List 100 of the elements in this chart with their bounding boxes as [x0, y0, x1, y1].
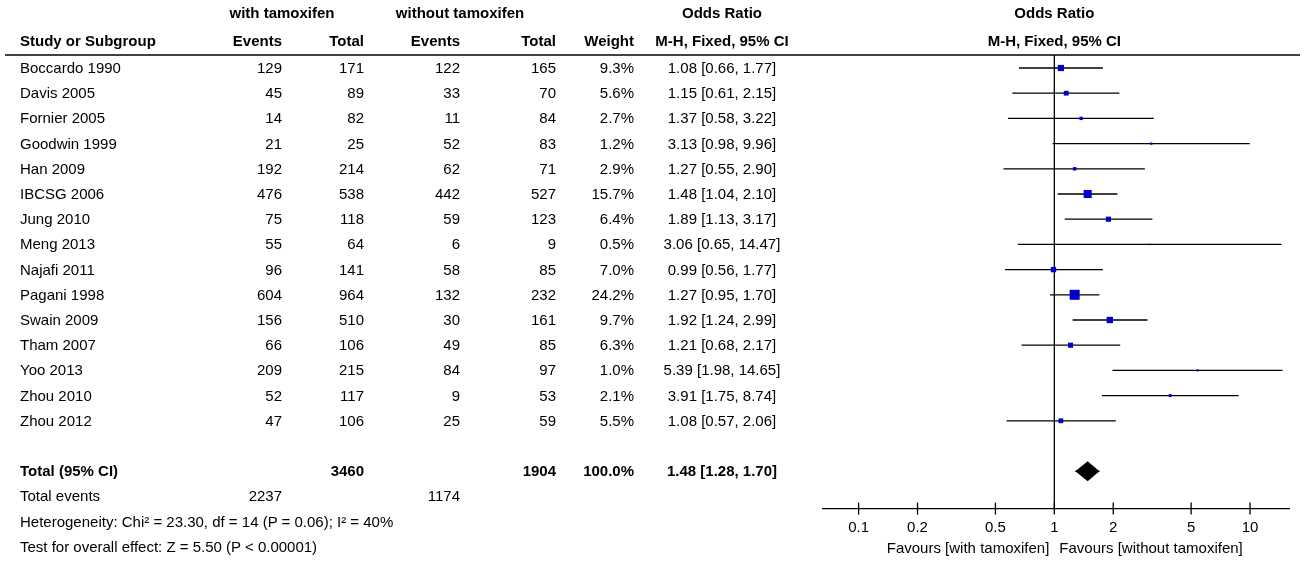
data-label: 1.0% — [599, 361, 634, 379]
data-label: 1.89 [1.13, 3.17] — [667, 210, 777, 228]
data-label: 161 — [530, 311, 556, 328]
data-label: 2237 — [248, 487, 282, 505]
data-label: 45 — [265, 84, 282, 102]
data-label: 129 — [256, 59, 282, 76]
data-label: 476 — [256, 185, 282, 202]
category-label: Yoo 2013 — [20, 361, 83, 379]
data-label: 1904 — [522, 462, 557, 480]
data-label: 84 — [539, 109, 556, 127]
text: Events — [410, 32, 460, 49]
category-label: Total (95% CI) — [20, 462, 119, 480]
data-label: 6.4% — [599, 210, 634, 228]
data-label: 55 — [265, 235, 282, 253]
data-label: 59 — [443, 210, 460, 228]
data-label: 1.92 [1.24, 2.99] — [667, 311, 777, 328]
text: Study or Subgroup — [20, 32, 156, 49]
x-tick-label: 1 — [1050, 517, 1059, 535]
data-label: 1.27 [0.95, 1.70] — [667, 285, 777, 303]
data-label: 604 — [256, 285, 282, 303]
data-label: 66 — [265, 336, 282, 354]
data-label: 3.13 [0.98, 9.96] — [667, 134, 777, 152]
data-label: 33 — [443, 84, 460, 102]
data-label: 75 — [265, 210, 282, 228]
data-label: 2.1% — [599, 386, 634, 404]
data-label: 85 — [539, 336, 556, 354]
data-label: 52 — [443, 134, 460, 152]
chart-subtitle: M-H, Fixed, 95% CI — [987, 32, 1122, 49]
data-label: 70 — [539, 84, 556, 102]
category-label: Han 2009 — [20, 159, 86, 177]
data-label: 5.39 [1.98, 14.65] — [663, 361, 781, 379]
data-label: 1.37 [0.58, 3.22] — [667, 109, 777, 127]
x-tick-label: 2 — [1109, 517, 1118, 535]
data-label: 171 — [338, 59, 364, 76]
data-label: 97 — [539, 361, 556, 379]
text: Events — [232, 32, 282, 49]
data-label: 118 — [340, 210, 364, 228]
category-label: Boccardo 1990 — [20, 59, 121, 76]
data-label: 442 — [434, 185, 460, 202]
data-label: 2.7% — [599, 109, 634, 127]
category-label: Total events — [20, 487, 101, 505]
data-label: 71 — [539, 159, 556, 177]
text: Total — [329, 32, 364, 49]
chart-title: Odds Ratio — [1014, 4, 1095, 21]
category-label: Goodwin 1999 — [20, 134, 117, 152]
text: without tamoxifen — [394, 4, 525, 21]
data-label: 1.08 [0.66, 1.77] — [667, 59, 777, 76]
category-label: Pagani 1998 — [20, 285, 105, 303]
data-label: 14 — [265, 109, 282, 127]
data-label: 1.27 [0.55, 2.90] — [667, 159, 777, 177]
data-label: 24.2% — [591, 285, 634, 303]
data-label: 21 — [265, 134, 282, 152]
x-tick-label: 0.1 — [848, 517, 870, 535]
data-label: 132 — [434, 285, 460, 303]
data-label: 62 — [443, 159, 460, 177]
category-label: Zhou 2010 — [20, 386, 92, 404]
data-label: 3460 — [330, 462, 364, 480]
category-label: Jung 2010 — [20, 210, 91, 228]
data-label: 11 — [444, 109, 460, 127]
data-label: 49 — [443, 336, 460, 354]
data-label: 85 — [539, 260, 556, 278]
data-label: 117 — [340, 386, 364, 404]
category-label: Meng 2013 — [20, 235, 96, 253]
data-label: 53 — [539, 386, 556, 404]
text: Odds Ratio — [681, 4, 763, 21]
data-label: 0.5% — [599, 235, 634, 253]
data-label: 106 — [338, 411, 364, 429]
data-label: 84 — [443, 361, 460, 379]
data-label: 209 — [256, 361, 282, 379]
data-label: 510 — [338, 311, 364, 328]
data-label: 82 — [347, 109, 364, 127]
data-label: 1.48 [1.04, 2.10] — [667, 185, 777, 202]
data-label: 58 — [443, 260, 460, 278]
text: Heterogeneity: Chi² = 23.30, df = 14 (P = 0.06); I² = 40% — [20, 512, 394, 530]
text: M-H, Fixed, 95% CI — [655, 32, 789, 49]
category-label: Tham 2007 — [20, 336, 96, 354]
data-label: 25 — [347, 134, 364, 152]
text: Weight — [584, 32, 634, 49]
text: Test for overall effect: Z = 5.50 (P < 0.00001) — [20, 537, 318, 555]
data-label: 141 — [338, 260, 364, 278]
category-label: Fornier 2005 — [20, 109, 106, 127]
data-label: 3.91 [1.75, 8.74] — [667, 386, 777, 404]
data-label: 9 — [547, 235, 556, 253]
data-label: 25 — [443, 411, 460, 429]
data-label: 232 — [530, 285, 556, 303]
data-label: 9.3% — [599, 59, 634, 76]
data-label: 83 — [539, 134, 556, 152]
data-label: 100.0% — [583, 462, 634, 480]
data-label: 538 — [338, 185, 364, 202]
data-label: 6 — [451, 235, 460, 253]
data-label: 96 — [265, 260, 282, 278]
data-label: 106 — [338, 336, 364, 354]
data-label: 156 — [256, 311, 282, 328]
data-label: 2.9% — [599, 159, 634, 177]
category-label: Davis 2005 — [20, 84, 96, 102]
data-label: 192 — [256, 159, 282, 177]
data-label: 5.6% — [599, 84, 634, 102]
data-label: 1.2% — [599, 134, 634, 152]
text: Favours [without tamoxifen] — [1059, 538, 1243, 556]
data-label: 7.0% — [599, 260, 634, 278]
